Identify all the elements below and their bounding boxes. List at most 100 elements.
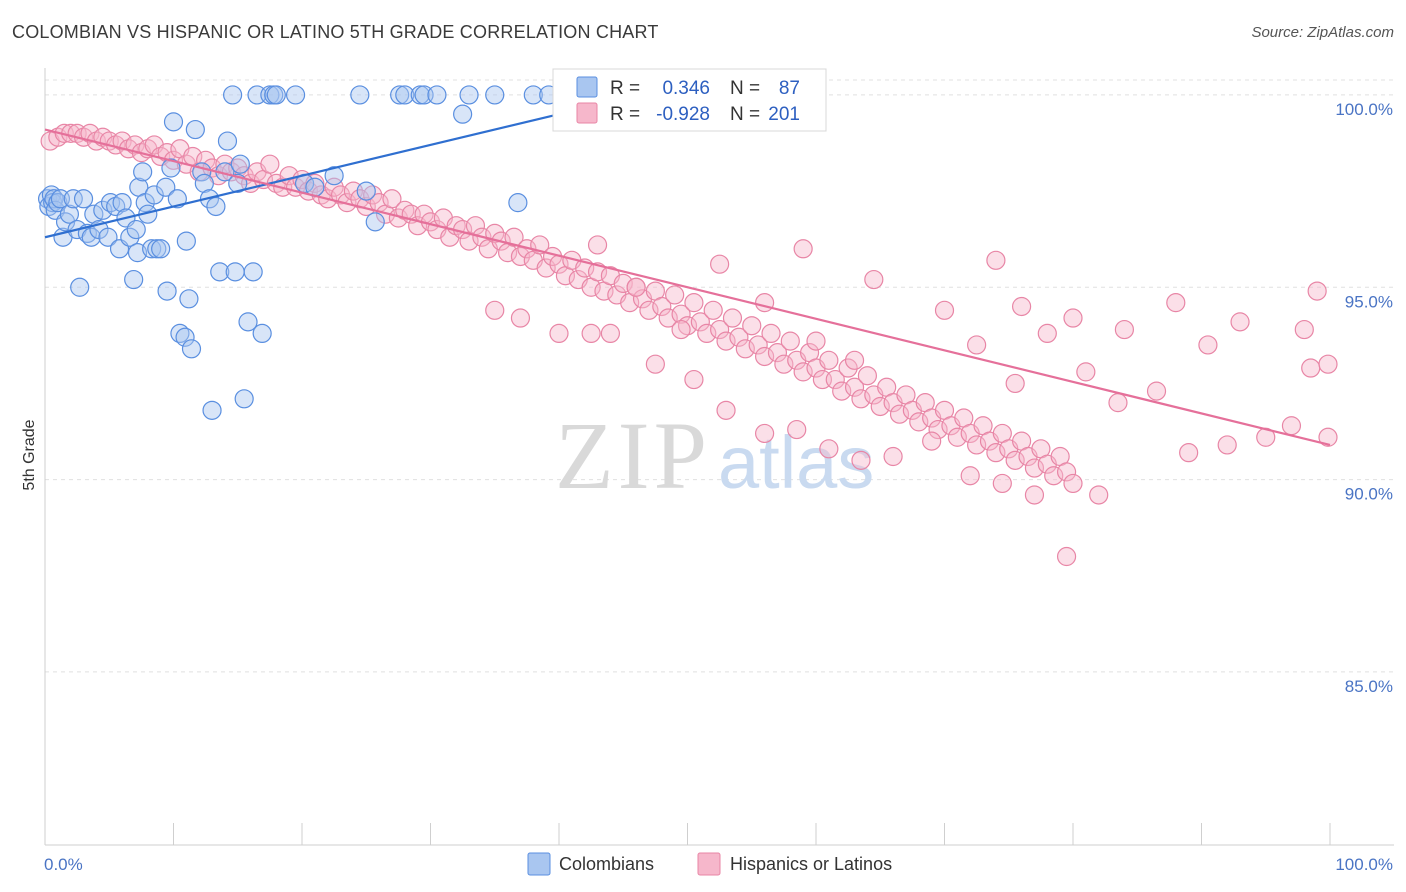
hispanic-point xyxy=(1166,293,1186,313)
hispanic-point xyxy=(671,304,691,324)
hispanic-point xyxy=(748,335,768,355)
bottom-swatch-colombians xyxy=(527,852,551,876)
watermark-zip: ZIP xyxy=(555,402,711,509)
hispanic-point xyxy=(825,369,845,390)
hispanic-point xyxy=(754,346,775,367)
y-tick-label: 85.0% xyxy=(1345,677,1393,696)
hispanic-point xyxy=(1056,546,1077,567)
watermark-atlas: atlas xyxy=(718,421,874,504)
hispanic-point xyxy=(600,323,621,344)
colombian-point xyxy=(285,85,306,105)
hispanic-point xyxy=(690,312,710,332)
series-legend: Colombians Hispanics or Latinos xyxy=(527,852,892,876)
y-tick-labels: 100.0% 95.0% 90.0% 85.0% xyxy=(1335,100,1393,696)
hispanic-point xyxy=(780,331,800,351)
colombian-point xyxy=(170,323,190,344)
colombian-point xyxy=(156,177,176,197)
colombian-point xyxy=(151,239,171,259)
hispanic-point xyxy=(774,354,794,374)
colombian-point xyxy=(181,339,202,359)
x-tick-labels: 0.0% 100.0% xyxy=(44,855,1393,874)
colombian-point xyxy=(127,243,148,263)
hispanic-point xyxy=(735,339,755,359)
y-tick-label: 90.0% xyxy=(1345,485,1393,504)
hispanic-point xyxy=(1011,296,1032,317)
bottom-label-hispanics: Hispanics or Latinos xyxy=(730,854,892,874)
hispanic-point xyxy=(1294,319,1314,340)
colombian-point xyxy=(133,162,153,182)
legend-r-value-2: -0.928 xyxy=(656,104,710,125)
hispanic-point xyxy=(1307,281,1327,301)
hispanic-point xyxy=(613,273,633,294)
hispanic-point xyxy=(761,323,781,344)
colombian-point xyxy=(126,219,146,240)
colombian-point xyxy=(59,204,80,224)
hispanic-point xyxy=(485,300,505,320)
colombian-point xyxy=(485,85,505,105)
colombian-point xyxy=(234,389,254,409)
colombian-point xyxy=(523,85,543,105)
colombian-point xyxy=(324,166,344,186)
colombian-point xyxy=(124,269,144,290)
hispanic-point xyxy=(549,323,569,344)
colombian-point xyxy=(395,85,415,105)
hispanic-point xyxy=(80,123,100,143)
hispanic-point xyxy=(1044,466,1064,486)
trend-lines xyxy=(44,113,1331,447)
colombian-point xyxy=(243,262,263,282)
hispanic-point xyxy=(909,412,929,432)
hispanic-point xyxy=(684,369,704,390)
colombian-point xyxy=(453,104,473,124)
hispanic-point xyxy=(1198,335,1218,355)
hispanic-point xyxy=(1063,308,1083,328)
hispanic-point xyxy=(857,366,878,386)
colombian-point xyxy=(217,131,238,151)
legend-n-label-1: N = xyxy=(730,78,760,99)
legend-swatch-colombians xyxy=(576,76,598,98)
hispanic-point xyxy=(382,189,402,209)
hispanic-point xyxy=(1114,319,1135,340)
hispanic-point xyxy=(1089,485,1109,505)
hispanic-point xyxy=(665,285,685,305)
hispanic-point xyxy=(1005,373,1025,394)
hispanic-point xyxy=(967,335,987,355)
hispanic-point xyxy=(330,185,351,205)
hispanic-point xyxy=(697,323,717,344)
hispanic-point xyxy=(928,419,948,440)
hispanic-point xyxy=(671,319,691,340)
hispanic-point xyxy=(1217,435,1237,455)
colombian-point xyxy=(223,85,243,105)
hispanic-point xyxy=(710,319,730,340)
hispanic-point xyxy=(844,377,865,397)
legend-r-label-2: R = xyxy=(610,104,640,125)
legend-r-label-1: R = xyxy=(610,78,640,99)
hispanic-point xyxy=(754,423,775,444)
colombian-point xyxy=(266,85,286,105)
colombian-point xyxy=(81,227,101,247)
hispanic-point xyxy=(703,300,723,320)
legend-swatch-hispanics xyxy=(576,102,598,124)
colombian-point xyxy=(175,327,195,347)
colombian-point xyxy=(157,281,177,301)
hispanic-point xyxy=(767,343,788,363)
colombian-points xyxy=(37,85,559,420)
hispanic-point xyxy=(729,327,749,347)
hispanic-point xyxy=(536,258,556,278)
colombian-point xyxy=(100,193,121,213)
hispanic-point xyxy=(819,439,839,459)
hispanic-point xyxy=(510,246,531,267)
colombian-point xyxy=(206,196,226,217)
colombian-point xyxy=(356,181,376,201)
hispanic-point xyxy=(1301,358,1321,378)
hispanic-point xyxy=(722,308,743,328)
hispanic-point xyxy=(1063,473,1083,494)
hispanic-point xyxy=(581,323,601,344)
hispanic-point xyxy=(1281,416,1302,436)
hispanic-point xyxy=(1230,312,1250,332)
x-tick-label: 0.0% xyxy=(44,855,83,874)
colombian-trend-line xyxy=(44,113,560,239)
hispanic-point xyxy=(883,446,903,467)
colombian-point xyxy=(238,312,258,332)
colombian-point xyxy=(210,262,230,282)
